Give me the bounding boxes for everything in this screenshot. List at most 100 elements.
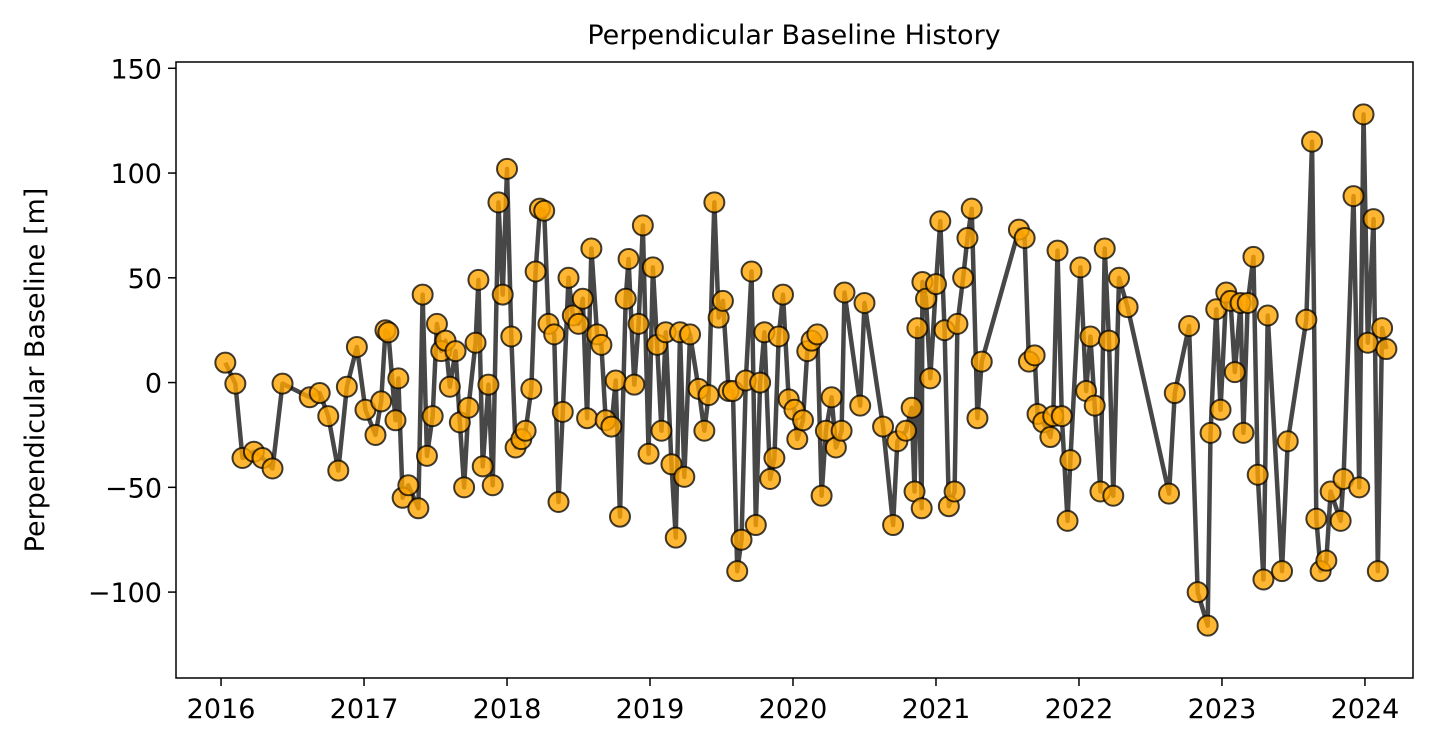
marker [1236,291,1259,314]
marker [943,480,966,503]
marker [514,419,537,442]
x-tick-label: 2024 [1331,694,1400,725]
marker [1083,394,1106,417]
x-tick-label: 2020 [759,694,828,725]
marker [384,409,407,432]
marker [471,455,494,478]
marker [1246,463,1269,486]
marker [1199,421,1222,444]
marker [533,199,556,222]
marker [364,423,387,446]
marker [1295,308,1318,331]
marker [1329,509,1352,532]
marker [1252,568,1275,591]
marker [271,372,294,395]
marker [444,340,467,363]
marker [1301,130,1324,153]
marker [946,312,969,335]
marker [1242,245,1265,268]
marker [576,407,599,430]
marker [872,415,895,438]
x-tick-label: 2023 [1188,694,1257,725]
marker [547,491,570,513]
marker [377,321,400,344]
marker [500,325,523,348]
marker [919,367,942,390]
marker [1375,338,1398,361]
marker [308,382,331,405]
marker [496,157,519,180]
marker [1163,382,1186,405]
marker [806,323,829,346]
plot-frame [175,61,1414,679]
marker [641,256,664,279]
marker [491,283,514,306]
marker [317,405,340,428]
marker [1371,317,1394,340]
marker [608,505,631,528]
marker [966,407,989,430]
marker [1362,208,1385,231]
marker [833,281,856,304]
marker [1209,398,1232,421]
marker [1256,304,1279,327]
x-tick-label: 2017 [330,694,399,725]
marker [1069,256,1092,279]
marker [604,369,627,392]
marker [467,268,490,291]
y-tick-label: 100 [110,159,162,190]
marker [1093,237,1116,260]
marker [952,266,975,289]
marker [370,390,393,413]
marker [830,419,853,442]
marker [1186,581,1209,604]
x-tick-label: 2022 [1045,694,1114,725]
marker [1271,560,1294,583]
marker [960,197,983,220]
y-tick-label: −50 [105,473,162,504]
marker [1223,361,1246,384]
marker [894,419,917,442]
marker [970,350,993,373]
marker [906,317,929,340]
marker [627,312,650,335]
marker [1102,484,1125,507]
marker [1116,296,1139,319]
marker [744,514,767,537]
x-tick-label: 2018 [473,694,542,725]
marker [1023,344,1046,367]
marker [1079,325,1102,348]
marker [1348,476,1371,499]
marker [759,467,782,490]
marker [453,476,476,499]
marker [567,312,590,335]
marker [882,514,905,537]
marker [1059,449,1082,472]
marker [411,283,434,306]
marker [520,377,543,400]
y-tick-label: 0 [145,369,162,400]
marker [614,287,637,310]
marker [730,528,753,551]
marker [481,474,504,497]
marker [1305,507,1328,530]
marker [711,289,734,312]
marker [1098,329,1121,352]
x-tick-label: 2021 [902,694,971,725]
marker [397,474,420,497]
marker [792,409,815,432]
marker [900,396,923,419]
marker [214,351,237,374]
marker [524,260,547,283]
marker [1366,560,1389,583]
marker [703,191,726,214]
marker [929,210,952,233]
marker [771,283,794,306]
x-tick-label: 2019 [616,694,685,725]
marker [464,331,487,354]
marker [261,457,284,480]
marker [1046,239,1069,262]
marker [1050,405,1073,428]
marker [631,214,654,237]
